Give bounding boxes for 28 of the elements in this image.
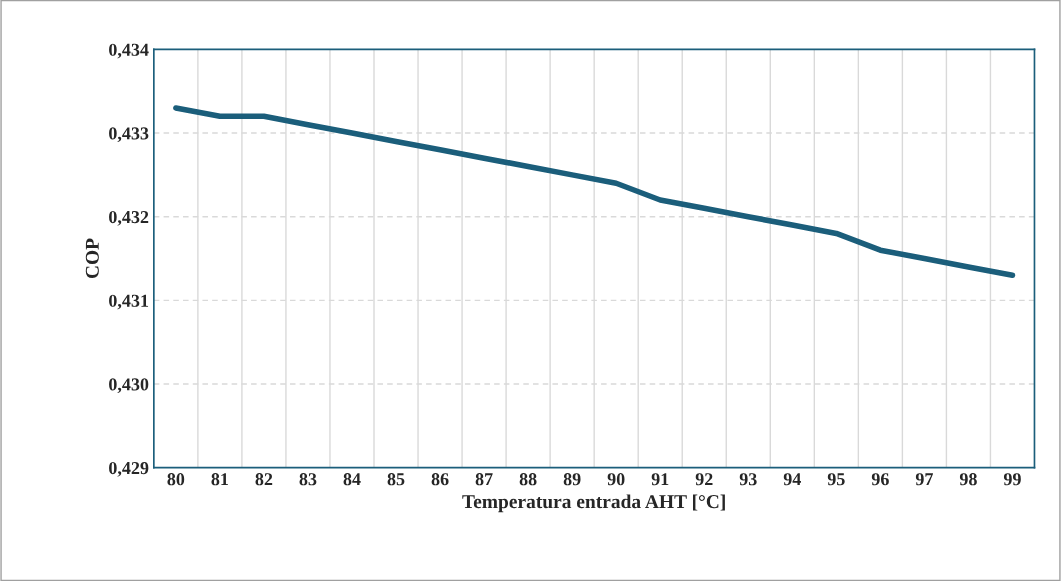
x-tick-label: 81 xyxy=(211,473,228,486)
y-tick-label: 0,430 xyxy=(109,378,149,394)
y-tick-label: 0,434 xyxy=(109,43,149,59)
x-tick-label: 94 xyxy=(783,473,801,486)
y-tick-label: 0,429 xyxy=(109,461,149,477)
x-tick-label: 86 xyxy=(431,473,449,486)
x-tick-label: 88 xyxy=(519,473,537,486)
x-tick-label: 99 xyxy=(1003,473,1021,486)
x-tick-label: 93 xyxy=(739,473,757,486)
x-tick-label: 95 xyxy=(827,473,845,486)
x-tick-label: 89 xyxy=(563,473,581,486)
x-tick-label: 98 xyxy=(959,473,977,486)
x-tick-label: 85 xyxy=(387,473,405,486)
x-tick-label: 92 xyxy=(695,473,713,486)
x-tick-label: 87 xyxy=(475,473,493,486)
y-tick-label: 0,433 xyxy=(109,127,149,143)
x-tick-label: 80 xyxy=(167,473,185,486)
x-tick-label: 96 xyxy=(871,473,889,486)
x-axis-title: Temperatura entrada AHT [°C] xyxy=(462,494,725,513)
y-axis-title: COP xyxy=(85,238,99,279)
x-tick-label: 97 xyxy=(915,473,933,486)
x-tick-label: 91 xyxy=(651,473,669,486)
x-tick-label: 83 xyxy=(299,473,317,486)
x-tick-label: 82 xyxy=(255,473,273,486)
y-tick-label: 0,431 xyxy=(109,294,149,310)
x-tick-label: 90 xyxy=(607,473,625,486)
y-tick-label: 0,432 xyxy=(109,210,149,226)
x-tick-label: 84 xyxy=(343,473,361,486)
